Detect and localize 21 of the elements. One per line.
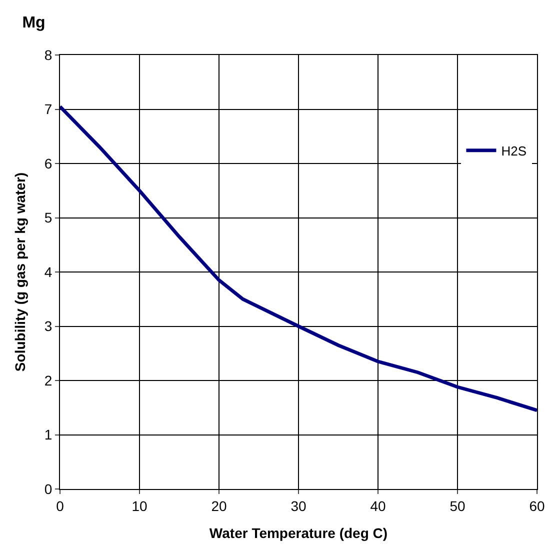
x-tick-label: 30 xyxy=(290,498,306,514)
x-tick-label: 10 xyxy=(132,498,148,514)
y-axis-title: Solubility (g gas per kg water) xyxy=(12,172,28,372)
x-tick-label: 50 xyxy=(450,498,466,514)
y-tick-label: 8 xyxy=(44,46,52,63)
x-axis-title: Water Temperature (deg C) xyxy=(209,525,388,542)
chart-title: Mg xyxy=(22,14,46,32)
y-tick-label: 0 xyxy=(44,480,52,497)
y-tick-label: 6 xyxy=(44,155,52,172)
x-tick-label: 20 xyxy=(211,498,227,514)
x-tick-label: 60 xyxy=(529,498,545,514)
y-tick-label: 7 xyxy=(44,101,52,118)
y-tick-label: 5 xyxy=(44,210,52,226)
legend-label: H2S xyxy=(501,144,527,158)
y-tick-label: 2 xyxy=(44,372,52,388)
line-series xyxy=(60,104,537,412)
x-tick-label: 0 xyxy=(56,498,64,514)
y-tick-label: 4 xyxy=(44,264,52,280)
y-tick-label: 1 xyxy=(44,426,52,443)
y-tick-label: 3 xyxy=(44,318,52,334)
x-tick-label: 40 xyxy=(370,498,386,514)
